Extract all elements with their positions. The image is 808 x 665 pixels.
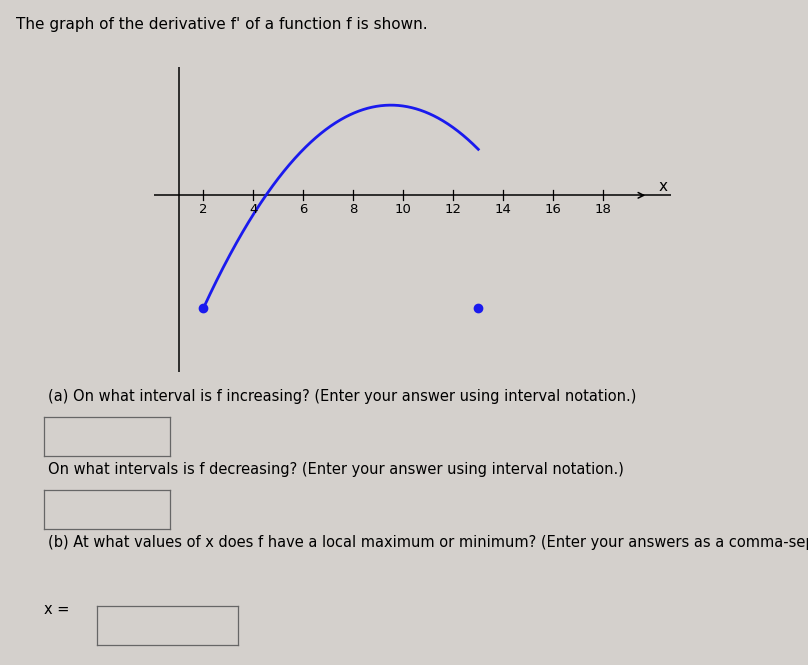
Text: On what intervals is f decreasing? (Enter your answer using interval notation.): On what intervals is f decreasing? (Ente…: [48, 462, 625, 477]
Text: (b) At what values of x does f have a local maximum or minimum? (Enter your answ: (b) At what values of x does f have a lo…: [48, 535, 808, 551]
Text: (a) On what interval is f increasing? (Enter your answer using interval notation: (a) On what interval is f increasing? (E…: [48, 389, 637, 404]
Text: 8: 8: [349, 203, 358, 216]
Text: 12: 12: [444, 203, 462, 216]
Text: 2: 2: [200, 203, 208, 216]
Text: x: x: [659, 179, 667, 194]
Text: 14: 14: [494, 203, 511, 216]
Text: x =: x =: [44, 602, 69, 617]
Text: 10: 10: [395, 203, 412, 216]
Text: 16: 16: [545, 203, 562, 216]
Text: The graph of the derivative f' of a function f is shown.: The graph of the derivative f' of a func…: [16, 17, 427, 32]
Text: 18: 18: [595, 203, 612, 216]
Text: 6: 6: [299, 203, 308, 216]
Text: 4: 4: [249, 203, 258, 216]
